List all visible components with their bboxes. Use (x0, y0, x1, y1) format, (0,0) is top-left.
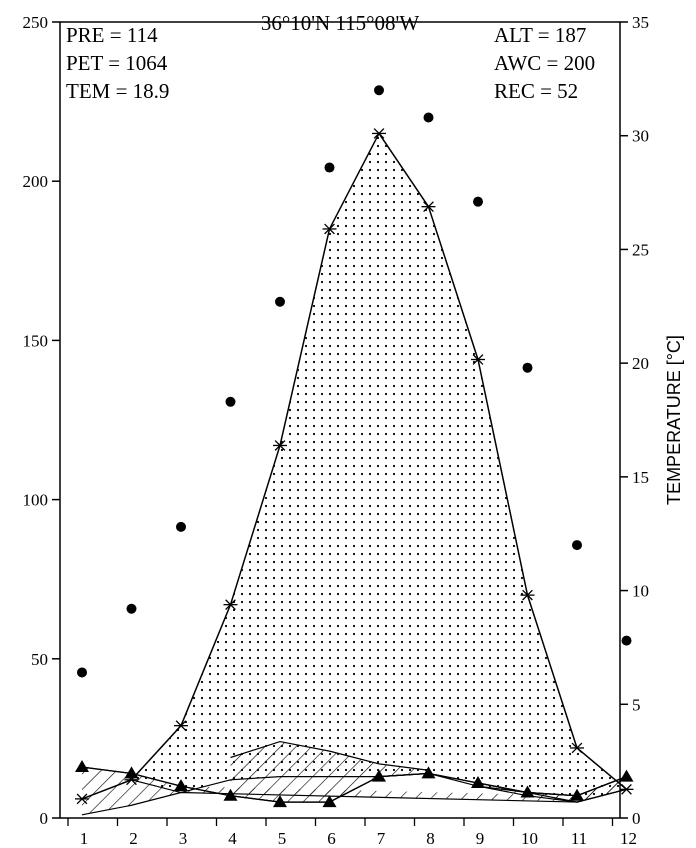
y-right-tick-label: 30 (632, 127, 649, 146)
hatched-region-3 (478, 776, 627, 803)
dot-marker (522, 362, 533, 373)
info-right-2: AWC = 200 (494, 51, 595, 75)
dot-marker (275, 296, 285, 307)
star-marker (75, 793, 89, 805)
triangle-marker (421, 766, 436, 779)
triangle-marker (322, 795, 337, 808)
star-marker (520, 589, 535, 601)
hatch-upper-line-2 (230, 740, 429, 771)
y-right-tick-label: 0 (632, 809, 641, 828)
triangle-marker (520, 785, 535, 798)
x-tick-label: 5 (278, 829, 287, 848)
y-right-tick-label: 25 (632, 240, 649, 259)
triangle-marker (223, 788, 238, 801)
chart-title: 36°10'N 115°08'W (261, 11, 419, 35)
info-left-1: PRE = 114 (66, 23, 158, 47)
star-marker (223, 599, 238, 611)
x-tick-label: 10 (521, 829, 538, 848)
x-tick-label: 7 (377, 829, 386, 848)
x-tick-label: 12 (620, 829, 637, 848)
dot-marker (225, 396, 236, 407)
triangle-marker (273, 795, 287, 808)
plot-frame (59, 21, 621, 819)
triangle-marker (619, 769, 634, 782)
dot-marker (423, 112, 434, 123)
y-right-tick-label: 5 (632, 695, 641, 714)
x-tick-label: 4 (228, 829, 237, 848)
x-tick-label: 1 (80, 829, 89, 848)
info-left-2: PET = 1064 (66, 51, 168, 75)
x-tick-label: 11 (571, 829, 587, 848)
x-tick-label: 3 (179, 829, 188, 848)
triangle-marker (570, 788, 584, 801)
x-tick-label: 8 (426, 829, 435, 848)
dot-marker (176, 521, 186, 532)
y-axis-right-label: TEMPERATURE [°C] (664, 335, 684, 505)
x-tick-label: 2 (129, 829, 138, 848)
hatch-lower-line-3 (477, 785, 627, 803)
triangle-marker (75, 760, 89, 773)
star-marker (471, 354, 485, 365)
dot-marker (473, 196, 483, 207)
dot-marker (77, 667, 87, 678)
star-marker (372, 128, 386, 139)
star-marker (174, 720, 188, 732)
star-marker (421, 201, 436, 213)
dot-marker (572, 540, 582, 551)
info-right-3: REC = 52 (494, 79, 578, 103)
triangle-marker (174, 779, 188, 792)
dot-marker (374, 85, 384, 96)
triangle-marker (471, 775, 485, 788)
hatched-region-1 (82, 767, 627, 815)
dot-marker (126, 603, 137, 614)
y-left-tick-label: 200 (23, 172, 49, 191)
y-left-tick-label: 150 (23, 331, 49, 350)
star-marker (322, 223, 337, 235)
y-right-tick-label: 15 (632, 468, 649, 487)
y-left-tick-label: 100 (23, 491, 49, 510)
dot-marker (324, 162, 335, 173)
y-right-tick-label: 20 (632, 354, 649, 373)
triangle-marker (124, 766, 139, 779)
info-left-3: TEM = 18.9 (66, 79, 169, 103)
shaded-regions (82, 133, 627, 815)
hatched-region-2 (230, 741, 429, 803)
info-right-1: ALT = 187 (494, 23, 586, 47)
y-right-tick-label: 35 (632, 13, 649, 32)
star-marker (273, 440, 287, 451)
x-tick-label: 6 (327, 829, 336, 848)
series-markers (75, 85, 634, 808)
x-tick-label: 9 (476, 829, 485, 848)
y-right-tick-label: 10 (632, 582, 649, 601)
dotted-region (131, 133, 627, 803)
star-series-line (81, 131, 627, 800)
dot-marker (621, 635, 632, 646)
star-marker (619, 783, 634, 795)
y-left-tick-label: 50 (31, 650, 48, 669)
y-left-tick-label: 250 (23, 13, 49, 32)
star-marker (570, 742, 584, 754)
hatch-upper-line-3 (477, 776, 627, 797)
triangle-marker (372, 769, 386, 782)
y-left-tick-label: 0 (40, 809, 49, 828)
